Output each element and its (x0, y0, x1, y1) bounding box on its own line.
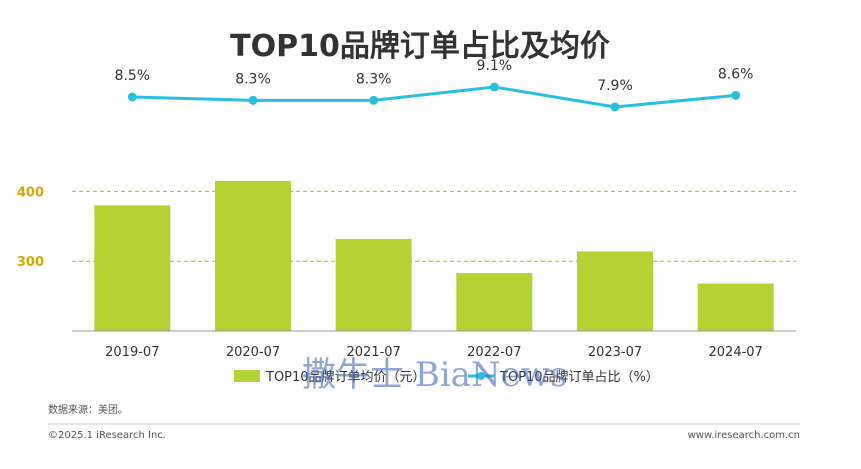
website: www.iresearch.com.cn (688, 430, 800, 441)
x-tick-label: 2022-07 (467, 345, 521, 360)
line-path (132, 85, 736, 109)
bar (577, 251, 653, 331)
watermark: 撒牛士 BiaNews (302, 355, 567, 395)
data-label: 8.6% (718, 66, 754, 82)
line-point (610, 102, 620, 112)
x-tick-label: 2021-07 (347, 345, 401, 360)
bar (335, 238, 412, 331)
line-point (127, 92, 137, 102)
line-point (731, 90, 741, 100)
line-data-labels: 8.5% 8.3% 8.3% 9.1% 7.9% 8.6% (115, 58, 754, 94)
legend-line-label: TOP10品牌订单占比（%） (499, 369, 659, 385)
legend-line-marker (477, 372, 485, 380)
data-label: 9.1% (477, 58, 513, 74)
legend: TOP10品牌订单均价（元） TOP10品牌订单占比（%） (234, 369, 659, 385)
legend-bar-label: TOP10品牌订单均价（元） (265, 369, 426, 385)
data-label: 8.3% (235, 71, 271, 87)
line-series (127, 82, 741, 112)
bar (697, 283, 774, 331)
bar-series (94, 180, 774, 331)
legend-bar-swatch (234, 370, 260, 382)
data-label: 8.3% (356, 71, 392, 87)
copyright: ©2025.1 iResearch Inc. (48, 430, 166, 441)
data-label: 8.5% (115, 68, 151, 84)
line-point (248, 95, 258, 105)
line-point (489, 82, 499, 92)
chart-title: TOP10品牌订单占比及均价 (230, 29, 610, 64)
x-tick-label: 2019-07 (105, 345, 159, 360)
x-tick-label: 2020-07 (226, 345, 280, 360)
gridlines (72, 190, 796, 262)
y-tick-label: 400 (17, 185, 44, 200)
bar (456, 273, 533, 331)
x-tick-label: 2023-07 (588, 345, 642, 360)
source-note: 数据来源：美团。 (48, 403, 128, 416)
bar (215, 180, 291, 331)
x-tick-label: 2024-07 (709, 345, 763, 360)
y-axis-ticks: 300 400 (17, 185, 44, 270)
y-tick-label: 300 (17, 255, 44, 270)
bar (94, 205, 171, 331)
line-point (369, 95, 379, 105)
x-axis-ticks: 2019-07 2020-07 2021-07 2022-07 2023-07 2024-… (105, 345, 763, 360)
data-label: 7.9% (597, 78, 633, 94)
